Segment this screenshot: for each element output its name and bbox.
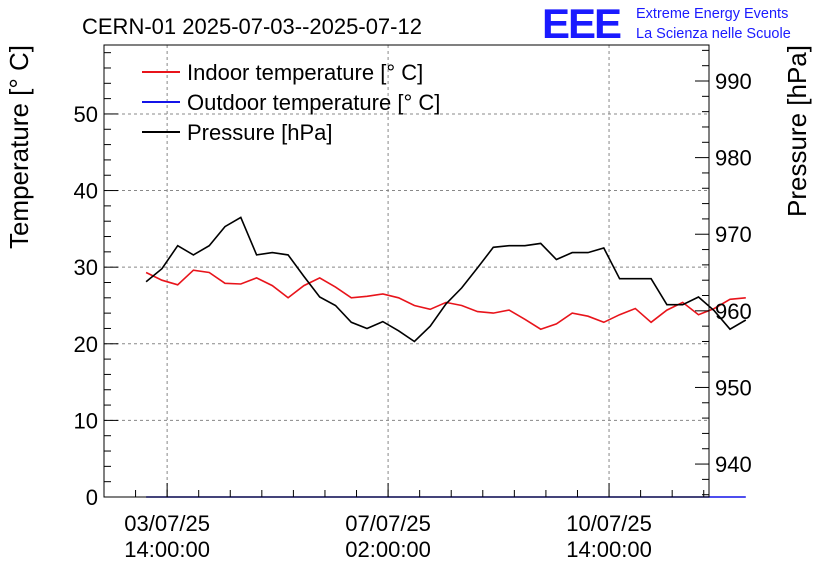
y-tick-label: 30 <box>74 255 98 280</box>
x-tick-time: 14:00:00 <box>124 537 210 562</box>
x-tick-date: 07/07/25 <box>345 511 431 536</box>
axis-tick-labels: 0102030405094095096097098099003/07/2514:… <box>74 69 752 562</box>
y2-tick-label: 990 <box>715 69 752 94</box>
eee-logo: EEE Extreme Energy Events La Scienza nel… <box>542 0 791 47</box>
y-tick-label: 10 <box>74 408 98 433</box>
y2-tick-label: 950 <box>715 375 752 400</box>
x-tick-date: 10/07/25 <box>566 511 652 536</box>
chart-title: CERN-01 2025-07-03--2025-07-12 <box>82 14 422 39</box>
logo-line1: Extreme Energy Events <box>636 6 788 22</box>
legend-label-0: Indoor temperature [° C] <box>187 60 423 85</box>
logo-line2: La Scienza nelle Scuole <box>636 26 791 42</box>
series-line-2 <box>145 216 747 343</box>
y2-tick-label: 940 <box>715 452 752 477</box>
y-tick-label: 50 <box>74 102 98 127</box>
x-tick-time: 14:00:00 <box>566 537 652 562</box>
eee-logo-letters: EEE <box>542 0 621 47</box>
legend-label-2: Pressure [hPa] <box>187 120 333 145</box>
legend: Indoor temperature [° C] Outdoor temperat… <box>142 60 440 145</box>
y-tick-label: 0 <box>86 485 98 510</box>
x-tick-time: 02:00:00 <box>345 537 431 562</box>
series-lines <box>145 216 747 498</box>
legend-label-1: Outdoor temperature [° C] <box>187 90 440 115</box>
y2-tick-label: 970 <box>715 222 752 247</box>
y-tick-label: 40 <box>74 179 98 204</box>
plot-frame <box>103 44 710 498</box>
series-line-0 <box>145 269 746 331</box>
axis-ticks <box>104 49 709 498</box>
grid-lines <box>104 45 709 497</box>
y-axis-label: Temperature [° C] <box>4 45 34 249</box>
y2-axis-label: Pressure [hPa] <box>782 45 812 217</box>
y-tick-label: 20 <box>74 332 98 357</box>
y2-tick-label: 960 <box>715 299 752 324</box>
x-tick-date: 03/07/25 <box>124 511 210 536</box>
y2-tick-label: 980 <box>715 146 752 171</box>
